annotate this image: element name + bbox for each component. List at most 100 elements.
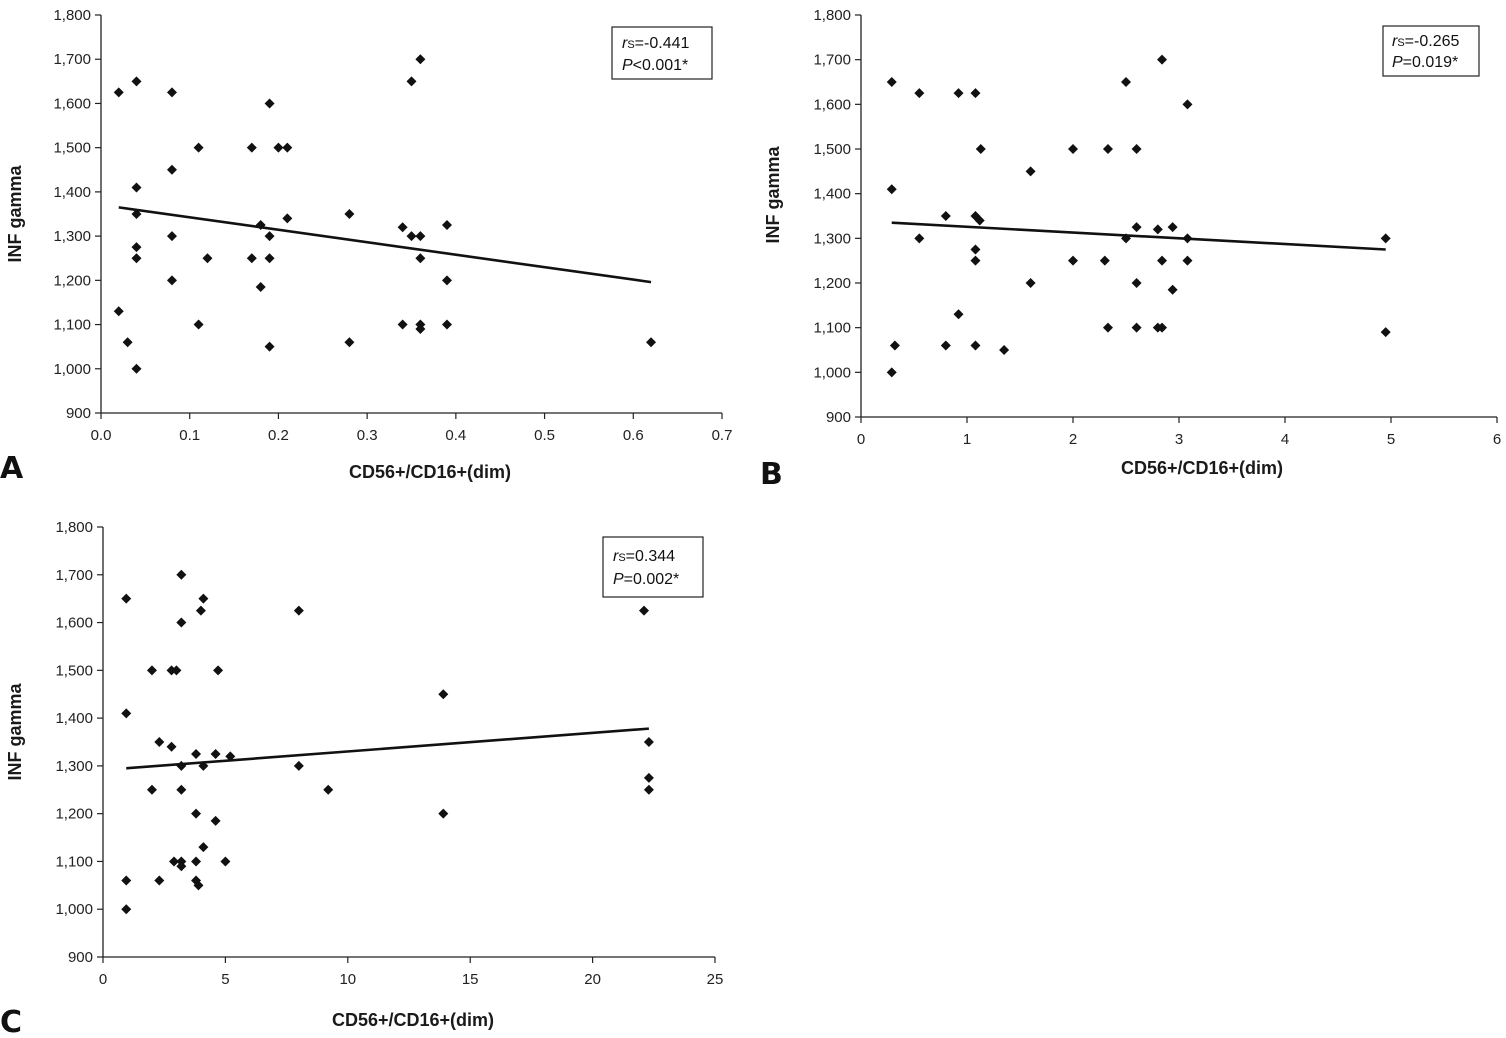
stats-r-sub-c: S — [618, 552, 625, 564]
data-point — [131, 242, 142, 253]
stats-box-a: rS=-0.441 P<0.001* — [611, 26, 713, 80]
data-point — [210, 815, 221, 826]
data-point — [914, 233, 925, 244]
data-point — [415, 54, 426, 65]
data-point — [1380, 327, 1391, 338]
stats-box-c: rS=0.344 P=0.002* — [602, 536, 704, 598]
y-tick-label: 1,800 — [55, 519, 93, 536]
data-point — [1167, 284, 1178, 295]
data-point — [914, 88, 925, 99]
y-tick-label: 1,300 — [55, 758, 93, 775]
x-tick-label: 5 — [1387, 431, 1395, 448]
data-point — [176, 784, 187, 795]
data-point — [176, 569, 187, 580]
y-tick-label: 1,000 — [55, 901, 93, 918]
x-tick-label: 0.1 — [179, 427, 200, 444]
data-point — [344, 209, 355, 219]
x-tick-label: 20 — [584, 971, 601, 988]
data-point — [191, 856, 202, 867]
data-point — [646, 337, 657, 348]
data-point — [643, 737, 654, 747]
stats-r-symbol-c: r — [613, 548, 619, 565]
trend-line — [126, 727, 650, 770]
y-tick-label: 1,700 — [813, 52, 851, 69]
data-point — [166, 231, 177, 242]
data-point — [886, 77, 897, 87]
stats-p-value-c: =0.002* — [624, 571, 680, 588]
y-tick-label: 1,500 — [55, 662, 93, 679]
data-point — [264, 231, 275, 242]
data-point — [1068, 144, 1078, 154]
y-tick-label: 1,700 — [53, 51, 91, 68]
stats-box-border-c — [602, 536, 704, 598]
y-tick-label: 1,500 — [813, 141, 851, 158]
data-point — [886, 367, 897, 378]
y-tick-label: 1,400 — [813, 186, 851, 203]
data-point — [121, 904, 132, 915]
data-point — [441, 220, 452, 231]
data-point — [1131, 322, 1142, 333]
x-tick-label: 10 — [339, 971, 356, 988]
trend-line — [891, 221, 1386, 251]
data-point — [121, 708, 132, 719]
x-tick-label: 0 — [99, 971, 107, 988]
x-tick-label: 0.5 — [534, 427, 555, 444]
data-point — [131, 76, 142, 87]
x-tick-label: 0.2 — [268, 427, 289, 444]
y-tick-label: 1,700 — [55, 567, 93, 584]
data-point — [131, 182, 142, 193]
data-point — [415, 323, 426, 334]
x-tick-label: 2 — [1069, 431, 1077, 448]
stats-r-line-c: rS=0.344 — [613, 548, 675, 565]
data-point — [1157, 255, 1168, 266]
data-point — [176, 760, 187, 771]
stats-r-symbol-b: r — [1392, 33, 1398, 50]
data-point — [1380, 233, 1391, 244]
x-tick-label: 4 — [1281, 431, 1289, 448]
data-point — [113, 306, 124, 317]
y-tick-label: 1,600 — [53, 95, 91, 112]
data-point — [889, 340, 900, 351]
data-point — [1131, 222, 1142, 233]
data-point — [1182, 255, 1193, 266]
y-axis-title-b: INF gamma — [763, 146, 783, 244]
data-point — [171, 665, 182, 676]
y-tick-label: 1,300 — [813, 230, 851, 247]
stats-p-value-b: =0.019* — [1403, 54, 1459, 71]
stats-p-line-c: P=0.002* — [613, 571, 679, 588]
stats-p-line-a: P<0.001* — [622, 57, 688, 74]
data-point — [1167, 222, 1178, 233]
data-point — [643, 772, 654, 783]
data-point — [264, 341, 275, 352]
data-point — [406, 231, 417, 242]
stats-p-value-a: <0.001* — [633, 57, 689, 74]
data-point — [146, 665, 157, 676]
data-point — [121, 875, 132, 886]
y-tick-label: 1,100 — [53, 317, 91, 334]
data-point — [176, 617, 187, 628]
data-point — [953, 88, 964, 99]
data-point — [121, 593, 132, 604]
data-point — [191, 808, 202, 819]
y-tick-label: 1,200 — [55, 806, 93, 823]
stats-box-border-b — [1382, 25, 1480, 77]
x-tick-label: 0 — [857, 431, 865, 448]
trend-line — [118, 206, 652, 284]
data-point — [113, 87, 124, 98]
x-tick-label: 1 — [963, 431, 971, 448]
y-axis-title-a: INF gamma — [5, 165, 25, 263]
stats-r-value-b: =-0.265 — [1405, 33, 1460, 50]
data-point — [191, 748, 202, 759]
data-point — [397, 222, 408, 233]
stats-p-symbol-b: P — [1392, 54, 1403, 71]
data-point — [1157, 322, 1168, 333]
panel-c: 900 1,000 1,100 1,200 1,300 1,400 1,500 1,600 1,… — [0, 519, 723, 1038]
data-point — [213, 665, 224, 676]
stats-r-line-b: rS=-0.265 — [1392, 33, 1459, 50]
y-tick-label: 900 — [68, 949, 93, 966]
data-point — [264, 253, 275, 264]
data-point — [970, 255, 981, 266]
panel-letter-c: C — [0, 1005, 22, 1038]
x-tick-label: 0.7 — [712, 427, 733, 444]
